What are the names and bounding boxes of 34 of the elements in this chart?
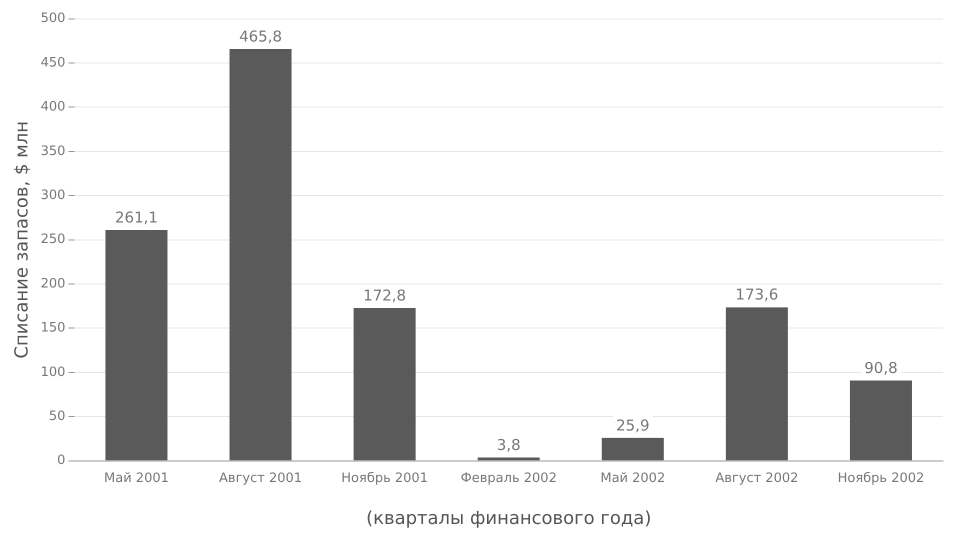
y-tick-label: 50 bbox=[48, 408, 66, 424]
bar bbox=[354, 308, 416, 460]
x-tick-label: Февраль 2002 bbox=[460, 470, 557, 486]
data-label: 25,9 bbox=[616, 416, 650, 434]
y-tick-label: 250 bbox=[40, 232, 66, 248]
bar bbox=[230, 49, 292, 460]
y-tick-label: 400 bbox=[40, 100, 66, 115]
data-label: 90,8 bbox=[864, 358, 898, 377]
y-tick-label: 500 bbox=[40, 11, 66, 26]
data-label: 3,8 bbox=[496, 436, 521, 454]
x-tick-label: Август 2002 bbox=[715, 470, 798, 486]
x-axis-title: (кварталы финансового года) bbox=[366, 508, 652, 529]
y-tick-label: 200 bbox=[40, 276, 66, 292]
x-tick-label: Ноябрь 2001 bbox=[341, 470, 428, 486]
y-tick-label: 450 bbox=[40, 55, 66, 70]
y-tick-label: 300 bbox=[40, 188, 66, 203]
bar bbox=[850, 380, 912, 460]
bar bbox=[105, 230, 168, 460]
y-axis-title: Списание запасов, $ млн bbox=[11, 120, 32, 359]
bar bbox=[602, 438, 664, 460]
bar bbox=[478, 457, 540, 460]
y-tick-label: 100 bbox=[40, 364, 66, 380]
data-label: 172,8 bbox=[363, 286, 406, 304]
bar bbox=[726, 307, 788, 460]
x-tick-label: Ноябрь 2002 bbox=[838, 470, 924, 486]
y-tick-label: 0 bbox=[57, 453, 66, 468]
y-tick-label: 350 bbox=[40, 144, 66, 159]
x-tick-label: Май 2001 bbox=[104, 470, 169, 486]
x-tick-label: Август 2001 bbox=[219, 470, 302, 486]
x-tick-label: Май 2002 bbox=[600, 470, 666, 486]
data-label: 261,1 bbox=[114, 208, 158, 226]
y-tick-label: 150 bbox=[40, 320, 66, 336]
data-label: 465,8 bbox=[239, 27, 282, 46]
data-label: 173,6 bbox=[735, 286, 778, 304]
